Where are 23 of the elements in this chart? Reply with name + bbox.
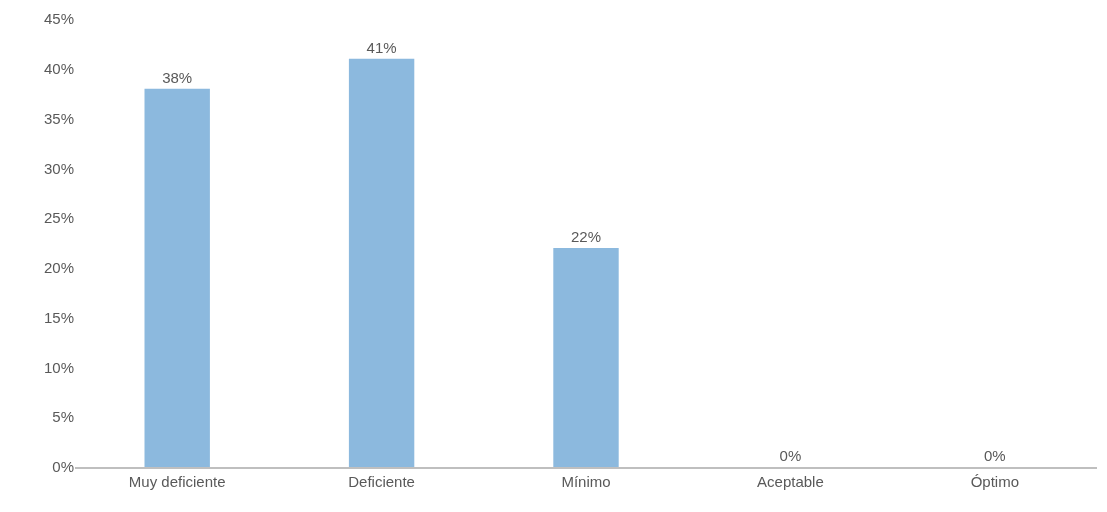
x-tick-label: Mínimo	[561, 472, 611, 490]
data-label: 41%	[366, 38, 397, 56]
y-tick-label: 20%	[43, 259, 74, 277]
data-label: 0%	[779, 447, 802, 464]
data-label: 0%	[983, 447, 1006, 464]
x-tick-label: Deficiente	[348, 472, 415, 490]
x-tick-label: Óptimo	[970, 472, 1019, 490]
y-tick-label: 0%	[52, 458, 74, 476]
y-tick-label: 35%	[43, 109, 74, 127]
y-tick-label: 40%	[43, 60, 74, 78]
y-tick-label: 45%	[43, 10, 74, 28]
y-tick-label: 10%	[43, 358, 74, 376]
bar	[348, 58, 415, 467]
y-tick-label: 15%	[43, 308, 74, 326]
y-tick-label: 5%	[52, 408, 74, 426]
x-tick-label: Aceptable	[757, 472, 824, 490]
y-tick-label: 30%	[43, 159, 74, 177]
data-label: 22%	[570, 227, 602, 245]
y-tick-label: 25%	[43, 209, 74, 227]
bar	[553, 247, 619, 467]
bar	[144, 88, 210, 467]
x-tick-label: Muy deficiente	[128, 472, 226, 490]
data-label: 38%	[162, 68, 193, 86]
